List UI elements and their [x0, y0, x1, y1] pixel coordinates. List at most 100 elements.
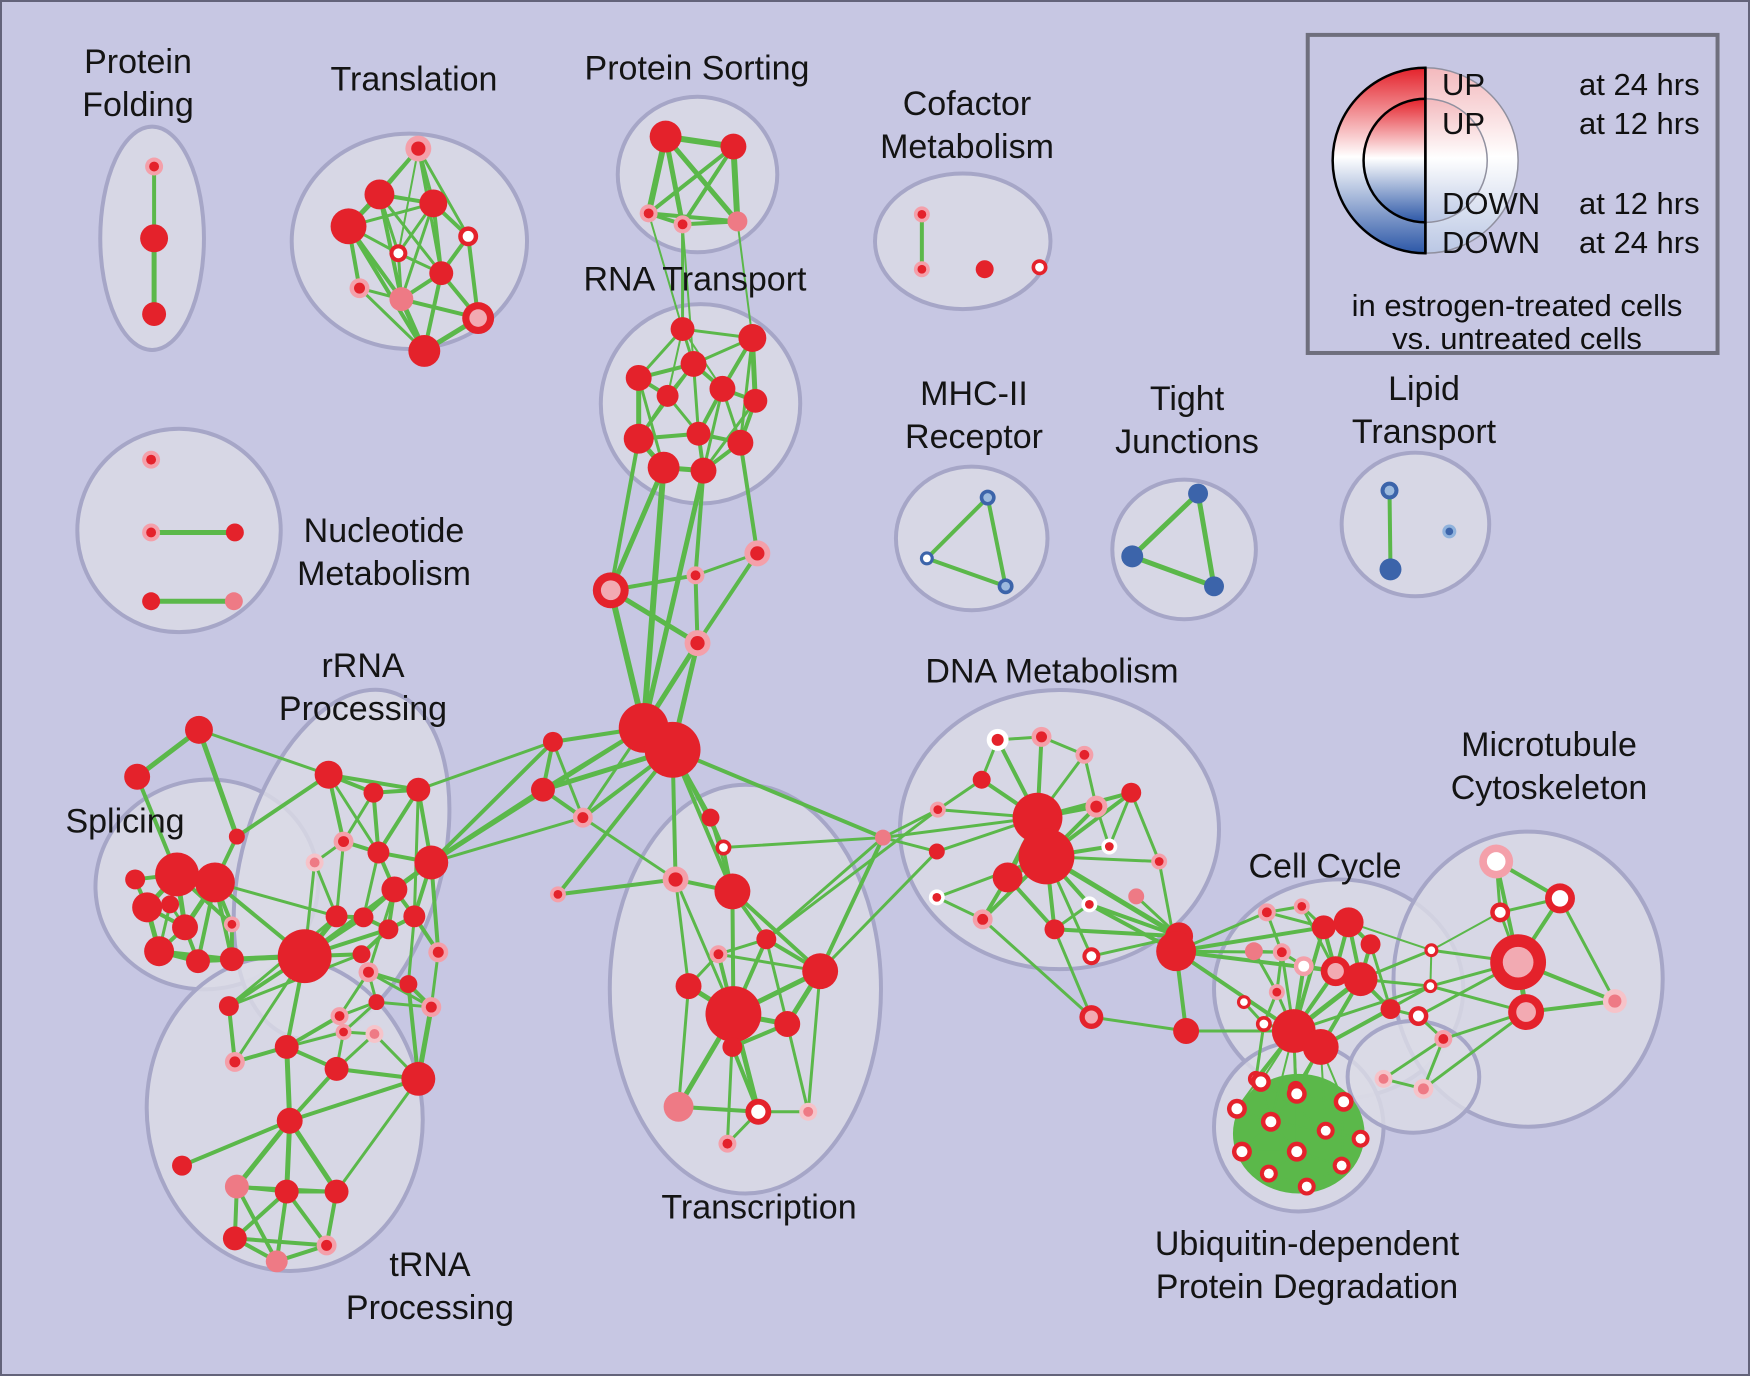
edge: [234, 1118, 293, 1190]
cluster-label-microtubule-cytoskeleton: Microtubule Cytoskeleton: [1450, 726, 1648, 807]
edge: [924, 556, 1008, 589]
edge: [738, 336, 754, 445]
edge: [1319, 984, 1432, 1049]
edge: [693, 468, 706, 578]
node: [274, 1179, 299, 1204]
edge: [416, 740, 555, 792]
node: [639, 204, 658, 223]
cluster-label-translation: Translation: [330, 60, 498, 99]
edge: [608, 465, 667, 593]
node: [1044, 919, 1065, 940]
node: [1351, 1129, 1370, 1148]
legend-label-up-12: UP: [1442, 106, 1486, 141]
node: [145, 157, 164, 176]
cluster-label-tight-junctions: Tight Junctions: [1115, 380, 1259, 461]
node: [756, 929, 777, 950]
edge: [551, 740, 585, 820]
edge: [376, 787, 421, 855]
edge: [1421, 1010, 1528, 1091]
node: [919, 551, 934, 566]
node: [222, 1226, 247, 1251]
node: [224, 1174, 249, 1199]
edge: [663, 134, 740, 224]
edge: [641, 468, 706, 731]
edge: [736, 220, 754, 340]
edge: [881, 836, 939, 854]
edge: [608, 436, 641, 593]
cluster-bubble-spindle-bubble: [1345, 1019, 1482, 1135]
edge: [806, 969, 822, 1114]
node: [428, 942, 449, 963]
node: [277, 929, 332, 984]
node: [686, 566, 705, 585]
edge: [818, 850, 939, 973]
node: [714, 873, 751, 910]
edge: [1052, 927, 1093, 1019]
node: [316, 1235, 337, 1256]
edge: [1292, 984, 1432, 1033]
node: [324, 1056, 349, 1081]
node: [1316, 1121, 1335, 1140]
edge: [361, 851, 380, 919]
node: [144, 936, 175, 967]
node: [1188, 483, 1209, 504]
edge: [738, 440, 760, 556]
edge: [764, 937, 789, 1026]
edge: [670, 747, 885, 840]
node: [185, 715, 213, 744]
edge: [326, 772, 421, 792]
node: [662, 866, 689, 893]
node: [228, 828, 245, 845]
node: [352, 945, 371, 964]
edge: [646, 211, 740, 224]
node: [727, 429, 754, 456]
node: [305, 853, 324, 872]
node: [1257, 903, 1276, 922]
node: [701, 808, 720, 827]
legend-label-down-12: DOWN: [1442, 186, 1541, 221]
node: [1320, 956, 1351, 987]
node: [1079, 1005, 1104, 1030]
node: [799, 1102, 818, 1121]
node: [1380, 999, 1401, 1020]
node: [458, 226, 479, 247]
edge: [1382, 1037, 1445, 1081]
node: [389, 287, 414, 312]
edge: [646, 144, 736, 216]
node: [142, 523, 161, 542]
node: [623, 423, 654, 454]
node: [572, 807, 593, 828]
node: [155, 852, 199, 897]
edge: [1129, 791, 1161, 863]
cluster-label-dna-metabolism: DNA Metabolism: [925, 652, 1179, 691]
node: [1173, 1018, 1200, 1044]
edge: [287, 1118, 340, 1195]
edge: [785, 1022, 810, 1114]
node: [1156, 931, 1197, 972]
node: [172, 1155, 192, 1176]
edge: [677, 984, 691, 1109]
node: [709, 945, 728, 964]
edge: [1254, 1022, 1266, 1081]
node: [219, 947, 244, 972]
node: [549, 886, 566, 903]
cluster-label-mhc-ii-receptor: MHC-II Receptor: [905, 375, 1043, 456]
node: [745, 1098, 772, 1125]
cluster-bubble-lipid-transport: [1339, 450, 1492, 599]
node: [142, 592, 161, 611]
node: [715, 839, 732, 856]
edge: [213, 880, 339, 918]
node: [684, 630, 711, 657]
node: [625, 364, 652, 391]
edge: [1087, 902, 1182, 939]
node: [353, 907, 374, 928]
node: [381, 876, 408, 903]
node: [405, 135, 432, 162]
edge: [180, 1118, 292, 1168]
node: [1259, 1164, 1278, 1183]
node: [1031, 726, 1052, 747]
node: [1413, 1078, 1434, 1099]
node: [802, 953, 839, 990]
